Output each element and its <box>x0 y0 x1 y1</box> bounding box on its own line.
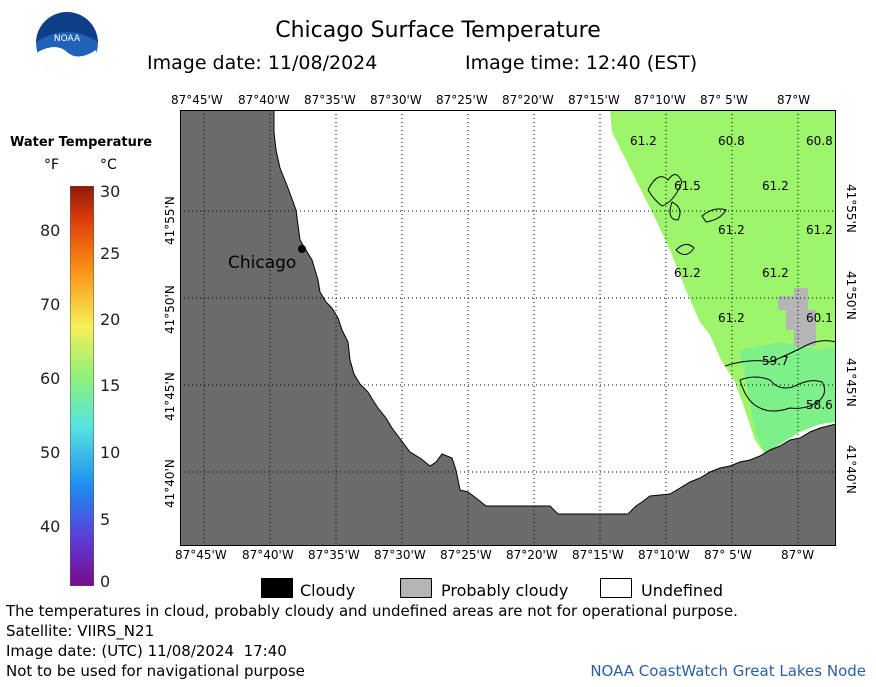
lon-bot-7: 87°15'W <box>572 548 624 562</box>
lon-top-6: 87°20'W <box>502 93 554 107</box>
noaa-logo: NOAA <box>36 12 98 74</box>
colorbar-unit-c: °C <box>100 157 117 173</box>
cb-f-80: 80 <box>40 221 61 240</box>
colorbar-unit-f: °F <box>44 157 60 173</box>
contour-6 <box>739 376 826 412</box>
cb-c-10: 10 <box>100 443 121 462</box>
lat-left-4: 41°40'N <box>163 459 177 508</box>
temp-label: 61.5 <box>674 179 701 193</box>
lon-bot-3: 87°35'W <box>308 548 360 562</box>
temp-label: 60.1 <box>806 311 833 325</box>
image-date: Image date: 11/08/2024 <box>147 52 378 74</box>
city-label: Chicago <box>228 253 297 273</box>
page-title: Chicago Surface Temperature <box>275 18 601 43</box>
lon-top-3: 87°35'W <box>304 93 356 107</box>
cb-f-60: 60 <box>40 369 61 388</box>
legend-undefined-label: Undefined <box>641 581 724 600</box>
lat-right-3: 41°45'N <box>844 358 858 407</box>
lon-top-1: 87°45'W <box>171 93 223 107</box>
cb-f-40: 40 <box>40 517 61 536</box>
lon-bot-4: 87°30'W <box>374 548 426 562</box>
land <box>179 109 837 547</box>
cb-c-0: 0 <box>100 572 111 591</box>
lon-bot-5: 87°25'W <box>440 548 492 562</box>
lon-top-7: 87°15'W <box>568 93 620 107</box>
cb-c-15: 15 <box>100 376 121 395</box>
temp-label: 61.2 <box>806 223 833 237</box>
contour-4 <box>675 244 695 255</box>
cb-c-25: 25 <box>100 244 121 263</box>
lon-bot-6: 87°20'W <box>506 548 558 562</box>
lon-bot-9: 87° 5'W <box>704 548 752 562</box>
water-cooler-area <box>740 342 836 454</box>
lat-left-3: 41°45'N <box>163 372 177 421</box>
lon-top-8: 87°10'W <box>634 93 686 107</box>
cb-f-70: 70 <box>40 295 61 314</box>
contour-5 <box>724 340 837 367</box>
footer-utc-date: Image date: (UTC) 11/08/2024 17:40 <box>6 642 287 660</box>
lon-top-4: 87°30'W <box>370 93 422 107</box>
lon-bot-1: 87°45'W <box>175 548 227 562</box>
lat-right-4: 41°40'N <box>844 445 858 494</box>
image-time: Image time: 12:40 (EST) <box>465 52 698 74</box>
lat-right-1: 41°55'N <box>844 184 858 233</box>
probably-cloudy-patch <box>778 288 816 346</box>
legend-probably-cloudy-swatch <box>400 578 432 598</box>
lon-top-5: 87°25'W <box>436 93 488 107</box>
legend-cloudy-swatch <box>261 578 293 598</box>
contour-1 <box>647 174 683 207</box>
temp-label: 60.8 <box>806 134 833 148</box>
footer-satellite: Satellite: VIIRS_N21 <box>6 622 155 640</box>
lon-bot-8: 87°10'W <box>638 548 690 562</box>
cb-f-50: 50 <box>40 443 61 462</box>
svg-text:NOAA: NOAA <box>54 34 81 44</box>
temp-label: 61.2 <box>718 223 745 237</box>
temp-label: 58.6 <box>806 398 833 412</box>
temp-label: 61.2 <box>762 179 789 193</box>
chicago-marker <box>298 245 306 253</box>
map <box>179 109 837 547</box>
cb-c-5: 5 <box>100 510 111 529</box>
contour-2 <box>669 201 681 221</box>
footer-credit: NOAA CoastWatch Great Lakes Node <box>590 662 866 680</box>
legend-probably-cloudy-label: Probably cloudy <box>441 581 569 600</box>
temp-label: 59.7 <box>762 354 789 368</box>
contour-3 <box>701 208 727 223</box>
lon-top-9: 87° 5'W <box>700 93 748 107</box>
colorbar <box>69 185 95 587</box>
temp-label: 60.8 <box>718 134 745 148</box>
temp-label: 61.2 <box>762 266 789 280</box>
temp-label: 61.2 <box>718 311 745 325</box>
temp-label: 61.2 <box>674 266 701 280</box>
temp-label: 61.2 <box>630 134 657 148</box>
lon-top-10: 87°W <box>777 93 811 107</box>
cb-c-30: 30 <box>100 182 121 201</box>
lat-right-2: 41°50'N <box>844 271 858 320</box>
legend-undefined-swatch <box>600 578 632 598</box>
footer-note: The temperatures in cloud, probably clou… <box>6 602 738 620</box>
colorbar-title: Water Temperature <box>10 135 153 150</box>
lat-left-2: 41°50'N <box>163 285 177 334</box>
lat-left-1: 41°55'N <box>163 196 177 245</box>
lon-bot-10: 87°W <box>781 548 815 562</box>
legend-cloudy-label: Cloudy <box>300 581 356 600</box>
footer-nav-warning: Not to be used for navigational purpose <box>6 662 305 680</box>
lon-bot-2: 87°40'W <box>242 548 294 562</box>
lon-top-2: 87°40'W <box>238 93 290 107</box>
cb-c-20: 20 <box>100 310 121 329</box>
